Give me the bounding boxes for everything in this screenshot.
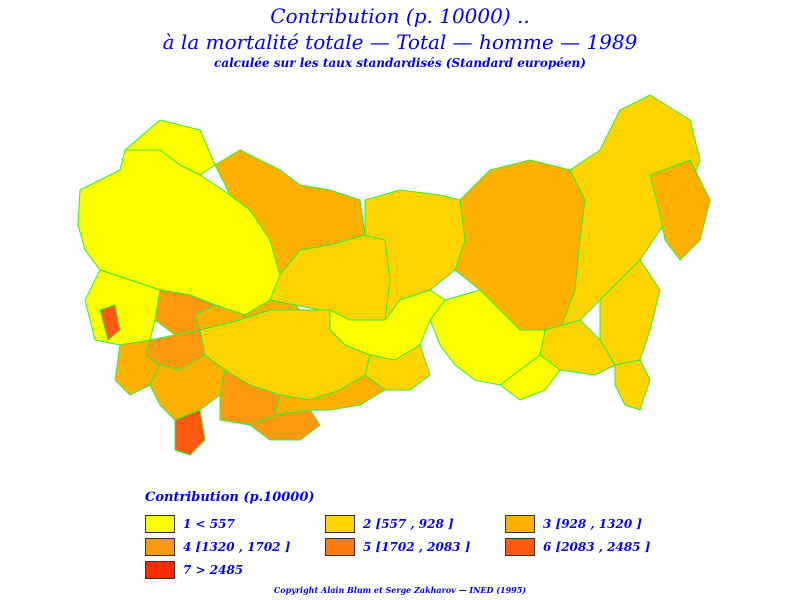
- legend-item-3: 3 [928 , 1320 ]: [505, 514, 642, 534]
- region-ukraine: [84, 269, 161, 346]
- map-subtitle: calculée sur les taux standardisés (Stan…: [214, 56, 586, 70]
- region-magadan: [649, 159, 711, 261]
- legend-item-7: 7 > 2485: [145, 560, 243, 580]
- region-turkmenistan: [149, 354, 226, 421]
- legend-label-1: 1 < 557: [183, 517, 235, 531]
- legend-label-2: 2 [557 , 928 ]: [363, 517, 454, 531]
- region-buryatia: [499, 354, 561, 401]
- legend-swatch-3: [505, 515, 535, 533]
- legend-swatch-6: [505, 538, 535, 556]
- legend-swatch-5: [325, 538, 355, 556]
- legend-label-4: 4 [1320 , 1702 ]: [183, 540, 291, 554]
- region-moldova: [99, 304, 121, 341]
- legend-item-4: 4 [1320 , 1702 ]: [145, 537, 290, 557]
- region-karelia: [124, 119, 216, 176]
- region-primorye: [614, 359, 651, 411]
- legend-item-1: 1 < 557: [145, 514, 235, 534]
- legend-swatch-2: [325, 515, 355, 533]
- region-tajikistan: [174, 409, 206, 456]
- legend-label-3: 3 [928 , 1320 ]: [543, 517, 643, 531]
- legend-swatch-7: [145, 561, 175, 579]
- map-title-line2: à la mortalité totale — Total — homme — …: [162, 30, 638, 54]
- map-title: Contribution (p. 10000) ..: [270, 4, 530, 28]
- map-regions: [77, 94, 711, 456]
- region-volga: [154, 289, 216, 336]
- legend-swatch-1: [145, 515, 175, 533]
- legend-item-2: 2 [557 , 928 ]: [325, 514, 454, 534]
- legend-item-6: 6 [2083 , 2485 ]: [505, 537, 650, 557]
- legend-swatch-4: [145, 538, 175, 556]
- legend-title: Contribution (p.10000): [145, 490, 315, 505]
- region-south-kazakh: [274, 374, 386, 416]
- legend-label-6: 6 [2083 , 2485 ]: [543, 540, 651, 554]
- choropleth-map: [77, 94, 711, 456]
- legend-item-5: 5 [1702 , 2083 ]: [325, 537, 470, 557]
- copyright-text: Copyright Alain Blum et Serge Zakharov —…: [273, 585, 527, 595]
- legend-label-7: 7 > 2485: [183, 563, 244, 577]
- legend-label-5: 5 [1702 , 2083 ]: [363, 540, 471, 554]
